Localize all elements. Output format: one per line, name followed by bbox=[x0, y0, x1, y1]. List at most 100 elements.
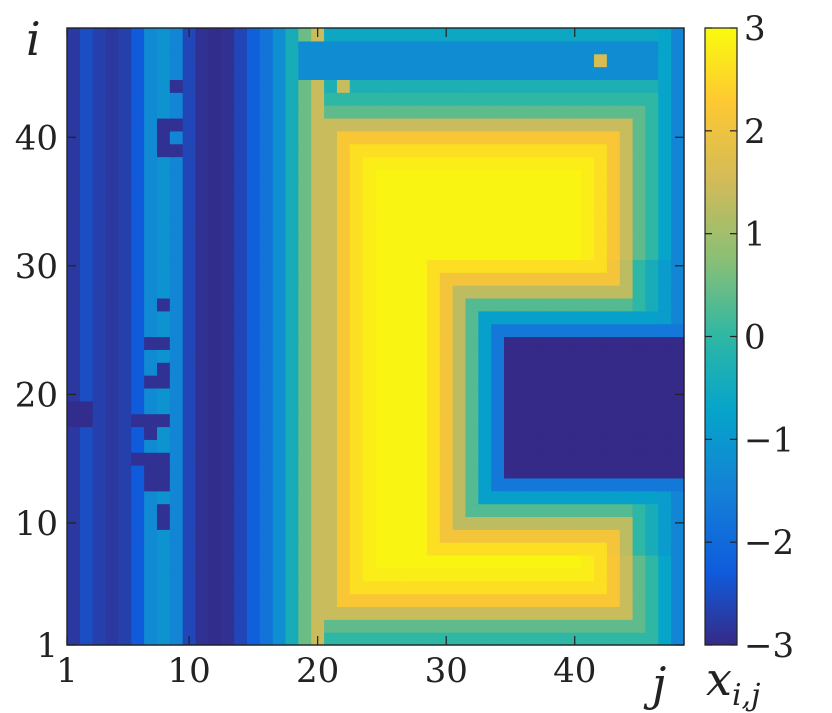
heatmap-cell bbox=[452, 413, 467, 428]
heatmap-cell bbox=[504, 529, 518, 543]
heatmap-cell bbox=[285, 310, 299, 325]
heatmap-cell bbox=[144, 28, 158, 42]
heatmap-cell bbox=[504, 413, 518, 428]
heatmap-cell bbox=[671, 92, 685, 106]
heatmap-cell bbox=[504, 66, 518, 81]
heatmap-cell bbox=[388, 220, 402, 235]
heatmap-cell bbox=[504, 297, 518, 312]
heatmap-cell bbox=[594, 272, 608, 286]
heatmap-cell bbox=[246, 297, 261, 312]
heatmap-cell bbox=[336, 375, 351, 389]
heatmap-cell bbox=[272, 362, 287, 376]
heatmap-cell bbox=[478, 53, 492, 68]
heatmap-cell bbox=[221, 387, 235, 402]
heatmap-cell bbox=[246, 413, 261, 428]
heatmap-cell bbox=[645, 246, 659, 260]
heatmap-cell bbox=[336, 439, 351, 453]
heatmap-cell bbox=[79, 285, 94, 299]
heatmap-cell bbox=[632, 169, 647, 183]
heatmap-cell bbox=[491, 195, 505, 209]
heatmap-cell bbox=[645, 79, 659, 93]
heatmap-cell bbox=[568, 387, 582, 402]
heatmap-cell bbox=[581, 285, 595, 299]
heatmap-cell bbox=[645, 297, 659, 312]
heatmap-cell bbox=[67, 426, 81, 440]
heatmap-cell bbox=[414, 156, 428, 170]
heatmap-cell bbox=[594, 297, 608, 312]
heatmap-cell bbox=[542, 555, 557, 569]
heatmap-cell bbox=[388, 362, 402, 376]
heatmap-cell bbox=[414, 297, 428, 312]
heatmap-cell bbox=[478, 413, 492, 428]
heatmap-cell bbox=[221, 542, 235, 556]
heatmap-cell bbox=[311, 439, 325, 453]
heatmap-cell bbox=[349, 182, 364, 196]
heatmap-cell bbox=[298, 195, 312, 209]
heatmap-cell bbox=[362, 400, 377, 415]
heatmap-cell bbox=[285, 105, 299, 119]
heatmap-cell bbox=[169, 297, 184, 312]
heatmap-cell bbox=[529, 220, 544, 235]
heatmap-cell bbox=[169, 400, 184, 415]
heatmap-cell bbox=[542, 413, 557, 428]
heatmap-cell bbox=[285, 182, 299, 196]
heatmap-cell bbox=[388, 439, 402, 453]
heatmap-cell bbox=[156, 516, 171, 530]
heatmap-cell bbox=[619, 503, 634, 518]
heatmap-cell bbox=[452, 387, 467, 402]
heatmap-cell bbox=[92, 529, 107, 543]
heatmap-cell bbox=[92, 632, 107, 646]
heatmap-cell bbox=[208, 567, 222, 582]
heatmap-cell bbox=[414, 66, 428, 81]
heatmap-cell bbox=[388, 92, 402, 106]
heatmap-cell bbox=[606, 490, 621, 505]
heatmap-cell bbox=[272, 490, 287, 505]
heatmap-cell bbox=[221, 349, 235, 363]
heatmap-cell bbox=[246, 516, 261, 530]
heatmap-cell bbox=[375, 182, 389, 196]
heatmap-cell bbox=[324, 413, 338, 428]
heatmap-cell bbox=[401, 439, 415, 453]
heatmap-cell bbox=[349, 593, 364, 608]
heatmap-cell bbox=[298, 375, 312, 389]
heatmap-cell bbox=[452, 323, 467, 338]
heatmap-cell bbox=[324, 323, 338, 338]
heatmap-cell bbox=[259, 593, 274, 608]
heatmap-cell bbox=[619, 375, 634, 389]
heatmap-cell bbox=[298, 542, 312, 556]
heatmap-cell bbox=[349, 619, 364, 633]
heatmap-cell bbox=[465, 567, 479, 582]
heatmap-cell bbox=[156, 362, 171, 376]
heatmap-cell bbox=[529, 285, 544, 299]
heatmap-cell bbox=[195, 362, 209, 376]
heatmap-cell bbox=[182, 105, 197, 119]
heatmap-cell bbox=[491, 555, 505, 569]
heatmap-cell bbox=[504, 336, 518, 350]
heatmap-cell bbox=[632, 246, 647, 260]
heatmap-cell bbox=[298, 272, 312, 286]
heatmap-cell bbox=[465, 593, 479, 608]
heatmap-cell bbox=[478, 619, 492, 633]
heatmap-cell bbox=[336, 182, 351, 196]
colorbar-tick-label: −1 bbox=[744, 420, 794, 460]
heatmap-cell bbox=[285, 323, 299, 338]
heatmap-cell bbox=[336, 452, 351, 466]
heatmap-cell bbox=[362, 272, 377, 286]
heatmap-cell bbox=[336, 105, 351, 119]
heatmap-cell bbox=[491, 413, 505, 428]
heatmap-cell bbox=[144, 490, 158, 505]
heatmap-cell bbox=[504, 169, 518, 183]
heatmap-cell bbox=[516, 182, 531, 196]
heatmap-cell bbox=[465, 490, 479, 505]
heatmap-cell bbox=[606, 53, 621, 68]
heatmap-cell bbox=[529, 439, 544, 453]
heatmap-cell bbox=[542, 143, 557, 158]
heatmap-cell bbox=[619, 516, 634, 530]
heatmap-cell bbox=[478, 490, 492, 505]
heatmap-cell bbox=[581, 220, 595, 235]
heatmap-cell bbox=[311, 413, 325, 428]
heatmap-cell bbox=[324, 156, 338, 170]
heatmap-cell bbox=[452, 465, 467, 479]
heatmap-cell bbox=[79, 580, 94, 595]
heatmap-cell bbox=[439, 259, 454, 273]
